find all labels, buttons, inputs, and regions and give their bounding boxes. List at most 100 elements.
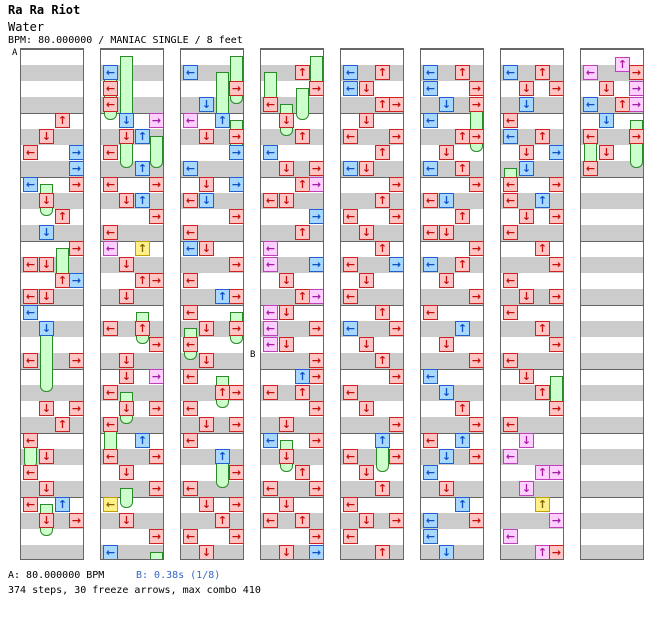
stop-marker-b-label: B [250,350,256,360]
chart-summary: 374 steps, 30 freeze arrows, max combo 4… [8,585,261,596]
right-arrow-icon: → [229,129,243,144]
left-arrow-icon: ← [343,161,358,176]
up-arrow-icon: ↑ [535,129,550,144]
left-arrow-icon: ← [183,161,198,176]
up-arrow-icon: ↑ [135,433,150,448]
down-arrow-icon: ↓ [39,257,54,272]
left-arrow-icon: ← [583,97,598,112]
left-arrow-icon: ← [503,65,518,80]
up-arrow-icon: ↑ [135,193,150,208]
right-arrow-icon: → [389,257,403,272]
up-arrow-icon: ↑ [135,241,150,256]
left-arrow-icon: ← [103,385,118,400]
down-arrow-icon: ↓ [359,401,374,416]
left-arrow-icon: ← [103,225,118,240]
right-arrow-icon: → [149,449,163,464]
right-arrow-icon: → [549,177,563,192]
left-arrow-icon: ← [183,65,198,80]
left-arrow-icon: ← [263,305,278,320]
chart-column-5: ← ↑ ↓ ← ↑ → ↓ ← → ↑ ← ↓ → ↑ ← → ↓ ↑ ← → ↓ ← ↑ → ← ↓ ↑ → ← ↓ → ↑ ← → ↓ ↑ ← ↓ → ←… [340,48,404,560]
right-arrow-icon: → [229,497,243,512]
left-arrow-icon: ← [183,337,198,352]
up-arrow-icon: ↑ [535,385,550,400]
left-arrow-icon: ← [183,241,198,256]
bpm-marker-a-label: A [12,48,18,58]
left-arrow-icon: ← [423,257,438,272]
left-arrow-icon: ← [23,257,38,272]
left-arrow-icon: ← [503,305,518,320]
left-arrow-icon: ← [183,305,198,320]
left-arrow-icon: ← [263,385,278,400]
down-arrow-icon: ↓ [119,257,134,272]
stop-legend: B: 0.38s (1/8) [136,570,221,581]
down-arrow-icon: ↓ [119,193,134,208]
freeze-arrow [120,56,133,120]
right-arrow-icon: → [549,209,563,224]
right-arrow-icon: → [309,81,323,96]
chart-column-2: ← ← ← ↓ → ↑ ↓ ← ↑ → ← ↑ ↓ → ← ↑ ← ↓ ↑ → ↓ ← ↑ → ↓ ↓ → ← ↓ → ← ↑ ← → ↓ → ← ↓ → ←… [100,48,164,560]
chart-column-4: ↑ → ← ↓ ↑ ← ↓ → ↑ → ← ↓ → ↑ ← ← → ↓ ↑ → ← ↓ ← → ← ↓ → ↑ → ← ↑ → ↓ ← → ↓ ↑ ← → ↓… [260,48,324,560]
left-arrow-icon: ← [423,529,438,544]
down-arrow-icon: ↓ [359,273,374,288]
down-arrow-icon: ↓ [199,497,214,512]
left-arrow-icon: ← [503,129,518,144]
up-arrow-icon: ↑ [535,321,550,336]
up-arrow-icon: ↑ [375,241,390,256]
down-arrow-icon: ↓ [359,337,374,352]
up-arrow-icon: ↑ [455,433,470,448]
down-arrow-icon: ↓ [199,545,214,559]
right-arrow-icon: → [309,177,323,192]
left-arrow-icon: ← [343,209,358,224]
down-arrow-icon: ↓ [439,225,454,240]
up-arrow-icon: ↑ [375,433,390,448]
down-arrow-icon: ↓ [439,273,454,288]
right-arrow-icon: → [309,209,323,224]
up-arrow-icon: ↑ [455,497,470,512]
right-arrow-icon: → [309,369,323,384]
down-arrow-icon: ↓ [199,177,214,192]
left-arrow-icon: ← [103,81,118,96]
up-arrow-icon: ↑ [615,57,630,72]
left-arrow-icon: ← [183,401,198,416]
right-arrow-icon: → [229,465,243,480]
left-arrow-icon: ← [343,129,358,144]
right-arrow-icon: → [149,337,163,352]
left-arrow-icon: ← [423,305,438,320]
right-arrow-icon: → [469,241,483,256]
left-arrow-icon: ← [423,193,438,208]
right-arrow-icon: → [229,257,243,272]
right-arrow-icon: → [309,289,323,304]
down-arrow-icon: ↓ [199,129,214,144]
left-arrow-icon: ← [103,545,118,559]
left-arrow-icon: ← [263,241,278,256]
left-arrow-icon: ← [503,449,518,464]
right-arrow-icon: → [549,289,563,304]
up-arrow-icon: ↑ [455,129,470,144]
freeze-arrow [230,56,243,104]
right-arrow-icon: → [549,145,563,160]
down-arrow-icon: ↓ [199,321,214,336]
right-arrow-icon: → [549,545,563,559]
left-arrow-icon: ← [423,65,438,80]
down-arrow-icon: ↓ [119,289,134,304]
right-arrow-icon: → [309,161,323,176]
left-arrow-icon: ← [183,113,198,128]
up-arrow-icon: ↑ [295,225,310,240]
right-arrow-icon: → [629,129,643,144]
right-arrow-icon: → [69,177,83,192]
right-arrow-icon: → [149,369,163,384]
up-arrow-icon: ↑ [535,193,550,208]
chart-column-6: ← ↑ ← → ↓ → ← ↑ → ↓ ← ↑ → ← ↓ ↑ ← ↓ → ← ↑ ↓ → ← ↑ ↓ → ← ↓ ↑ → ← ↑ ↓ → ← ↓ ↑ ← →… [420,48,484,560]
freeze-arrow [296,88,309,120]
down-arrow-icon: ↓ [119,369,134,384]
left-arrow-icon: ← [263,433,278,448]
right-arrow-icon: → [69,161,83,176]
down-arrow-icon: ↓ [359,513,374,528]
freeze-arrow [150,136,163,168]
up-arrow-icon: ↑ [215,449,230,464]
down-arrow-icon: ↓ [359,465,374,480]
left-arrow-icon: ← [343,289,358,304]
right-arrow-icon: → [149,273,163,288]
chart-column-1: ↓↑←→→←→↓↑↓→←↓↑→←↓←↓←→↓→↑←↓←↓←↑↓→↓ [20,48,84,560]
down-arrow-icon: ↓ [199,353,214,368]
